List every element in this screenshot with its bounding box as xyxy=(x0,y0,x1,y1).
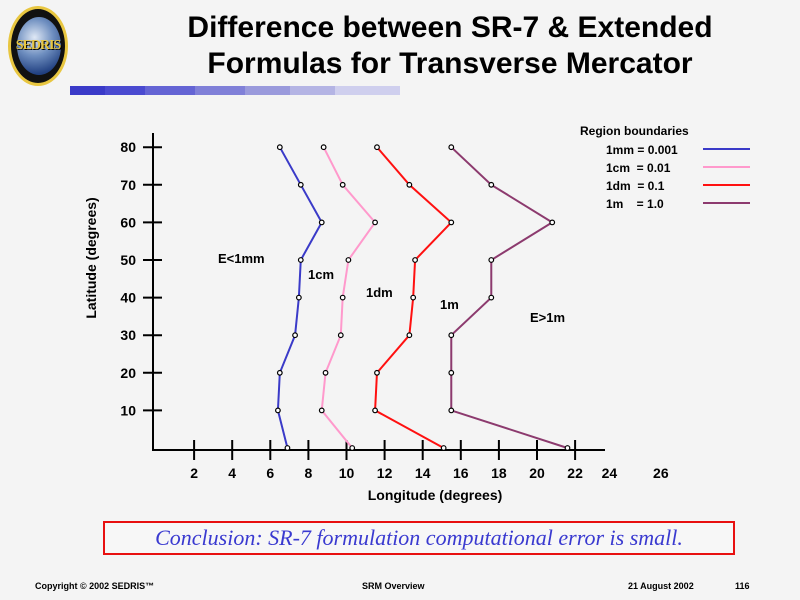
data-point xyxy=(318,219,325,226)
data-point xyxy=(276,369,283,376)
data-point xyxy=(488,181,495,188)
data-point xyxy=(488,294,495,301)
slide-title: Difference between SR-7 & Extended Formu… xyxy=(130,10,770,82)
data-point xyxy=(275,407,281,414)
region-label-e-gt-1m: E>1m xyxy=(530,310,565,325)
series-line-3 xyxy=(450,146,568,449)
data-point xyxy=(448,144,455,151)
data-point xyxy=(488,257,495,263)
conclusion-box: Conclusion: SR-7 formulation computation… xyxy=(103,521,735,555)
x-tick-label: 20 xyxy=(529,465,545,481)
region-label-1dm: 1dm xyxy=(366,285,393,300)
x-tick-label: 16 xyxy=(453,465,469,481)
data-point xyxy=(297,181,304,188)
y-tick-label: 20 xyxy=(120,365,136,381)
data-point xyxy=(410,294,417,301)
x-tick-label: 22 xyxy=(567,465,583,481)
data-point xyxy=(276,144,283,151)
data-point xyxy=(292,332,298,339)
y-tick-label: 80 xyxy=(120,139,136,155)
data-point xyxy=(284,445,291,451)
legend-label: 1dm = 0.1 xyxy=(606,179,665,193)
x-tick-label: 6 xyxy=(266,465,274,481)
x-tick-label: 18 xyxy=(491,465,507,481)
footer-date: 21 August 2002 xyxy=(628,581,694,591)
data-point xyxy=(564,445,571,451)
legend-label: 1cm = 0.01 xyxy=(606,161,671,175)
data-point xyxy=(374,369,380,376)
data-point xyxy=(295,294,302,301)
region-label-1m: 1m xyxy=(440,297,459,312)
title-line-1: Difference between SR-7 & Extended xyxy=(187,11,713,44)
data-point xyxy=(448,332,455,339)
globe-icon xyxy=(17,17,61,75)
x-tick-label: 14 xyxy=(415,465,431,481)
data-point xyxy=(406,181,413,188)
data-point xyxy=(337,332,344,339)
data-point xyxy=(339,181,346,188)
legend-label: 1m = 1.0 xyxy=(606,197,664,211)
x-tick-label: 10 xyxy=(339,465,355,481)
x-tick-label: 8 xyxy=(305,465,313,481)
y-axis-label: Latitude (degrees) xyxy=(83,197,99,318)
legend: Region boundaries 1mm = 0.001 1cm = 0.01 1… xyxy=(580,124,750,211)
logo-text: SEDRIS xyxy=(15,38,62,53)
title-line-2: Formulas for Transverse Mercator xyxy=(207,47,693,80)
x-tick-label: 12 xyxy=(377,465,393,481)
data-point xyxy=(372,219,378,226)
y-tick-label: 50 xyxy=(120,252,136,268)
data-point xyxy=(440,445,447,451)
data-point xyxy=(406,332,413,339)
x-axis-label: Longitude (degrees) xyxy=(368,487,503,503)
title-underline-gradient xyxy=(70,86,400,95)
x-tick-label: 26 xyxy=(653,465,669,481)
x-tick-label: 2 xyxy=(190,465,198,481)
data-point xyxy=(374,144,380,151)
x-tick-label: 24 xyxy=(602,465,618,481)
data-point xyxy=(322,369,329,376)
y-tick-label: 10 xyxy=(120,402,136,418)
region-label-e-lt-1mm: E<1mm xyxy=(218,251,265,266)
y-tick-label: 40 xyxy=(120,290,136,306)
legend-label: 1mm = 0.001 xyxy=(606,143,678,157)
x-tick-label: 4 xyxy=(228,465,236,481)
data-point xyxy=(345,257,352,263)
data-point xyxy=(339,294,346,301)
data-point xyxy=(349,445,356,451)
footer-copyright: Copyright © 2002 SEDRIS™ xyxy=(35,581,155,591)
data-point xyxy=(372,407,378,414)
data-point xyxy=(320,144,327,151)
data-point xyxy=(448,369,455,376)
data-point xyxy=(448,219,455,226)
footer-page-number: 116 xyxy=(735,581,750,591)
legend-title: Region boundaries xyxy=(580,124,689,138)
data-point xyxy=(549,219,556,226)
y-tick-label: 60 xyxy=(120,214,136,230)
y-tick-label: 70 xyxy=(120,177,136,193)
sedris-logo: SEDRIS xyxy=(8,6,68,86)
data-point xyxy=(448,407,455,414)
region-label-1cm: 1cm xyxy=(308,267,334,282)
y-tick-label: 30 xyxy=(120,327,136,343)
footer-title: SRM Overview xyxy=(362,581,425,591)
data-point xyxy=(412,257,418,263)
data-point xyxy=(318,407,325,414)
data-point xyxy=(297,257,304,263)
